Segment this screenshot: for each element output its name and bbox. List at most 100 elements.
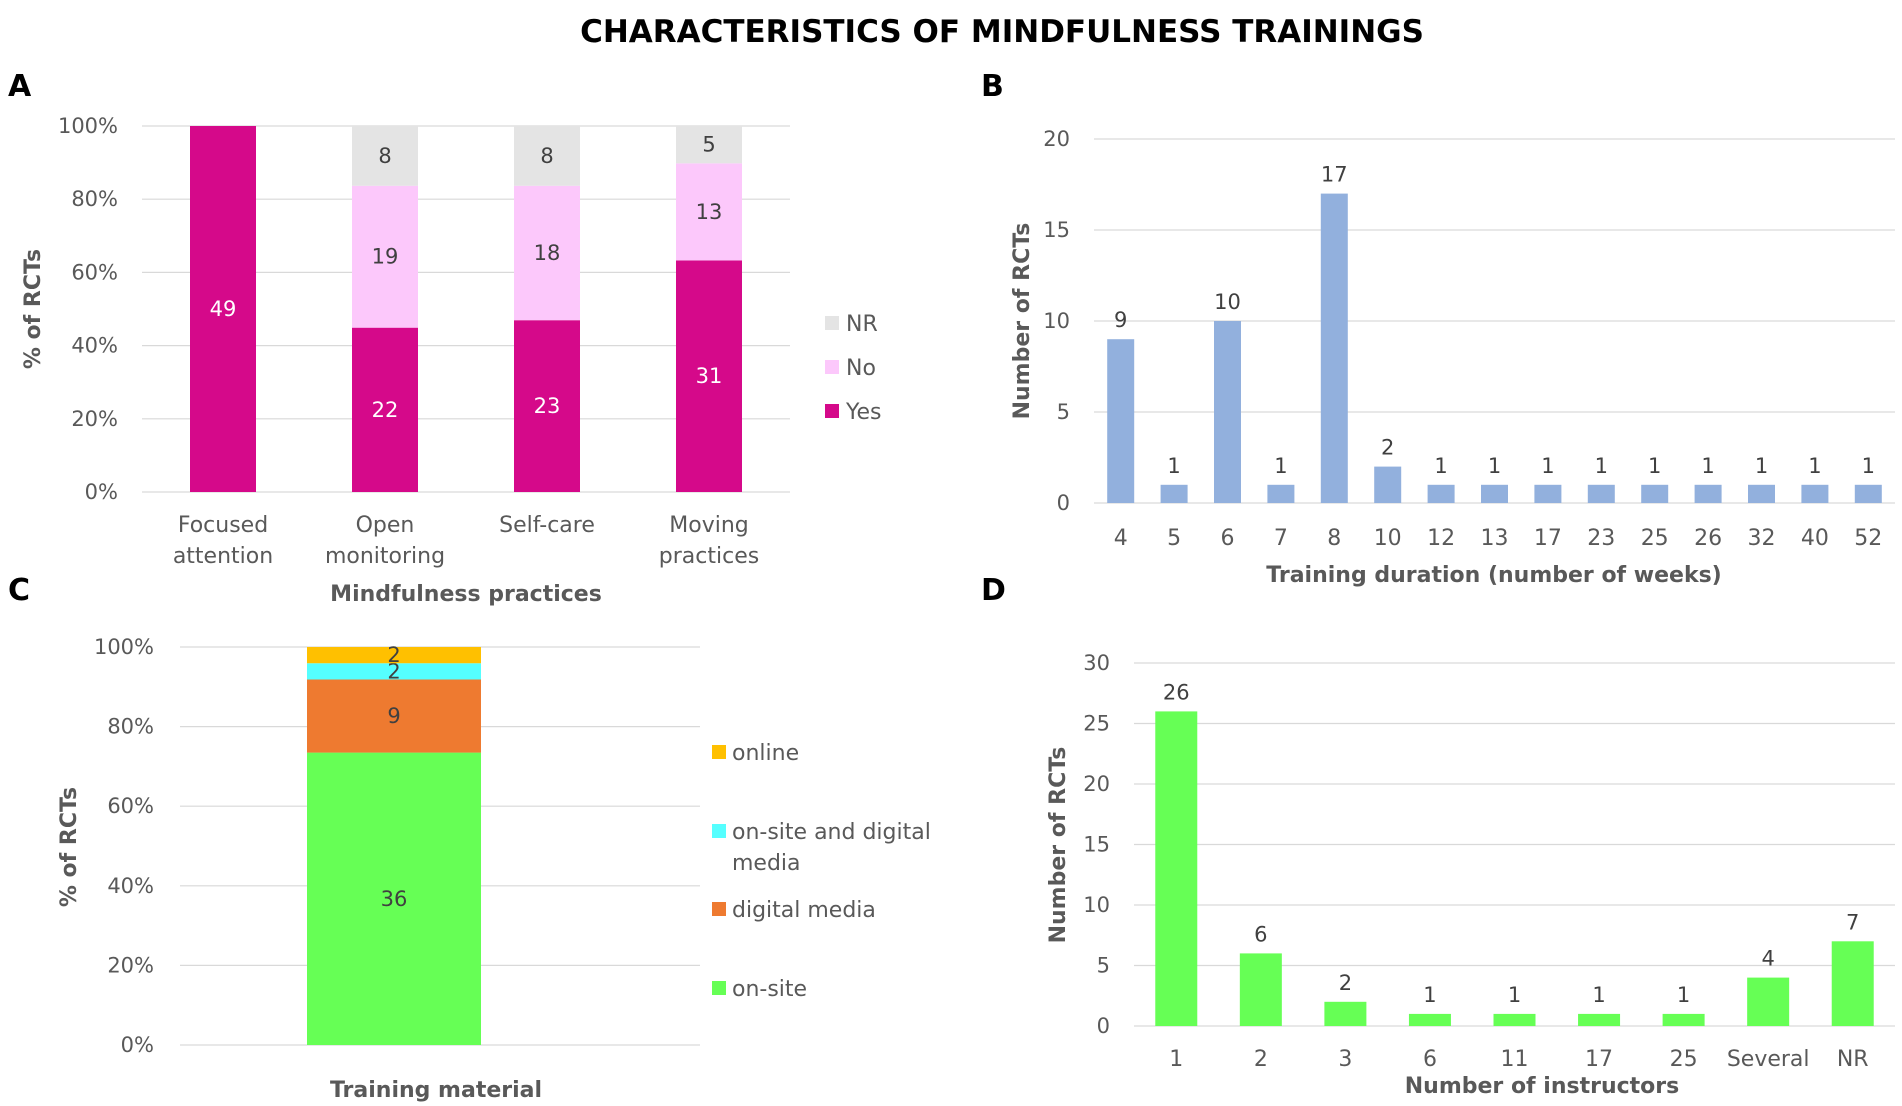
x-tick-label-b: 52 — [1854, 526, 1882, 551]
data-label-d: 1 — [1508, 983, 1521, 1007]
bar-d — [1324, 1001, 1367, 1026]
y-tick-label-a: 100% — [58, 114, 118, 138]
legend-swatch-yes — [825, 404, 839, 418]
bar-b — [1214, 321, 1241, 503]
data-label-b: 1 — [1434, 454, 1447, 478]
y-tick-label-a: 80% — [71, 187, 118, 211]
x-tick-label-a-line: attention — [173, 544, 273, 569]
panel-label-c: C — [8, 573, 30, 608]
y-tick-label-c: 20% — [107, 953, 154, 977]
data-label-d: 26 — [1163, 680, 1190, 704]
legend-swatch-no — [825, 360, 839, 374]
bar-d — [1662, 1013, 1705, 1026]
bar-segment-on-site-and-digital-media — [307, 663, 481, 680]
bar-d — [1578, 1013, 1621, 1026]
data-label-b: 1 — [1167, 454, 1180, 478]
data-label-yes: 23 — [534, 394, 561, 418]
x-tick-label-a-line: Self-care — [499, 513, 595, 538]
x-tick-label-b: 10 — [1374, 526, 1402, 551]
y-tick-label-b: 10 — [1043, 309, 1070, 333]
bar-b — [1534, 484, 1562, 503]
legend-label-c-line: online — [732, 741, 799, 766]
bar-segment-yes — [676, 260, 742, 492]
bar-b — [1320, 193, 1348, 503]
bar-segment-yes — [190, 126, 256, 492]
panel-label-d: D — [981, 573, 1006, 608]
bar-b — [1427, 484, 1455, 503]
y-tick-label-d: 25 — [1083, 712, 1110, 736]
x-axis-title-b: Training duration (number of weeks) — [1266, 563, 1721, 588]
x-tick-label-a-line: monitoring — [325, 544, 445, 569]
legend-label-nr: NR — [846, 312, 878, 337]
x-tick-label-d: 2 — [1254, 1047, 1268, 1072]
x-tick-label-d: 6 — [1423, 1047, 1437, 1072]
legend-label-c: digital media — [732, 898, 876, 923]
data-label-b: 1 — [1488, 454, 1501, 478]
x-tick-label-b: 5 — [1167, 526, 1181, 551]
x-tick-label-b: 25 — [1641, 526, 1669, 551]
y-tick-label-b: 5 — [1057, 400, 1070, 424]
data-label-b: 17 — [1321, 163, 1348, 187]
bar-segment-online — [307, 647, 481, 664]
x-axis-title-c: Training material — [330, 1078, 542, 1103]
x-tick-label-b: 4 — [1114, 526, 1128, 551]
data-label-b: 2 — [1381, 436, 1394, 460]
bar-segment-digital-media — [307, 679, 481, 753]
x-tick-label-d: 11 — [1501, 1047, 1529, 1072]
legend-label-no: No — [846, 356, 876, 381]
legend-label-c: on-site and digital media — [732, 820, 931, 876]
y-tick-label-d: 5 — [1097, 954, 1110, 978]
y-tick-label-d: 20 — [1083, 772, 1110, 796]
x-tick-label-a-line: practices — [659, 544, 759, 569]
x-tick-label-b: 23 — [1587, 526, 1615, 551]
data-label-c: 2 — [387, 659, 400, 683]
data-label-yes: 49 — [210, 297, 237, 321]
bar-b — [1481, 484, 1508, 503]
x-tick-label-b: 26 — [1694, 526, 1722, 551]
x-tick-label-d: 1 — [1169, 1047, 1183, 1072]
legend-swatch-c — [712, 981, 726, 995]
data-label-nr: 5 — [702, 133, 715, 157]
data-label-d: 6 — [1254, 922, 1267, 946]
data-label-b: 1 — [1701, 454, 1714, 478]
bar-d — [1493, 1013, 1536, 1026]
y-tick-label-b: 20 — [1043, 127, 1070, 151]
x-tick-label-b: 17 — [1534, 526, 1562, 551]
y-tick-label-d: 30 — [1083, 651, 1110, 675]
bar-d — [1239, 953, 1282, 1026]
legend-label-c-line: media — [732, 851, 801, 876]
x-tick-label-a: Self-care — [499, 513, 595, 538]
legend-label-c: on-site — [732, 977, 807, 1002]
data-label-d: 2 — [1339, 971, 1352, 995]
data-label-b: 1 — [1808, 454, 1821, 478]
x-tick-label-a-line: Focused — [178, 513, 268, 538]
legend-swatch-c — [712, 902, 726, 916]
panel-d-bar-chart: 0510152025302616223161111171254Several7N… — [1046, 651, 1895, 1099]
data-label-d: 1 — [1423, 983, 1436, 1007]
x-tick-label-b: 40 — [1801, 526, 1829, 551]
x-tick-label-a: Focused attention — [173, 513, 273, 569]
y-tick-label-a: 0% — [85, 480, 118, 504]
x-tick-label-b: 12 — [1427, 526, 1455, 551]
panel-label-b: B — [981, 69, 1004, 104]
bar-b — [1107, 339, 1135, 503]
data-label-c: 9 — [387, 704, 400, 728]
x-tick-label-b: 32 — [1748, 526, 1776, 551]
figure-title: CHARACTERISTICS OF MINDFULNESS TRAININGS — [580, 14, 1424, 50]
bar-segment-yes — [352, 327, 418, 492]
bar-b — [1801, 484, 1829, 503]
data-label-no: 18 — [534, 241, 561, 265]
x-tick-label-d: Several — [1727, 1047, 1810, 1072]
y-tick-label-c: 100% — [94, 635, 154, 659]
x-tick-label-d: 25 — [1670, 1047, 1698, 1072]
y-tick-label-a: 20% — [71, 407, 118, 431]
data-label-b: 1 — [1541, 454, 1554, 478]
y-tick-label-b: 0 — [1057, 491, 1070, 515]
x-tick-label-b: 6 — [1221, 526, 1235, 551]
x-tick-label-d: 17 — [1585, 1047, 1613, 1072]
bar-d — [1831, 941, 1874, 1026]
y-tick-label-b: 15 — [1043, 218, 1070, 242]
x-tick-label-d: NR — [1837, 1047, 1869, 1072]
bar-d — [1747, 977, 1790, 1026]
